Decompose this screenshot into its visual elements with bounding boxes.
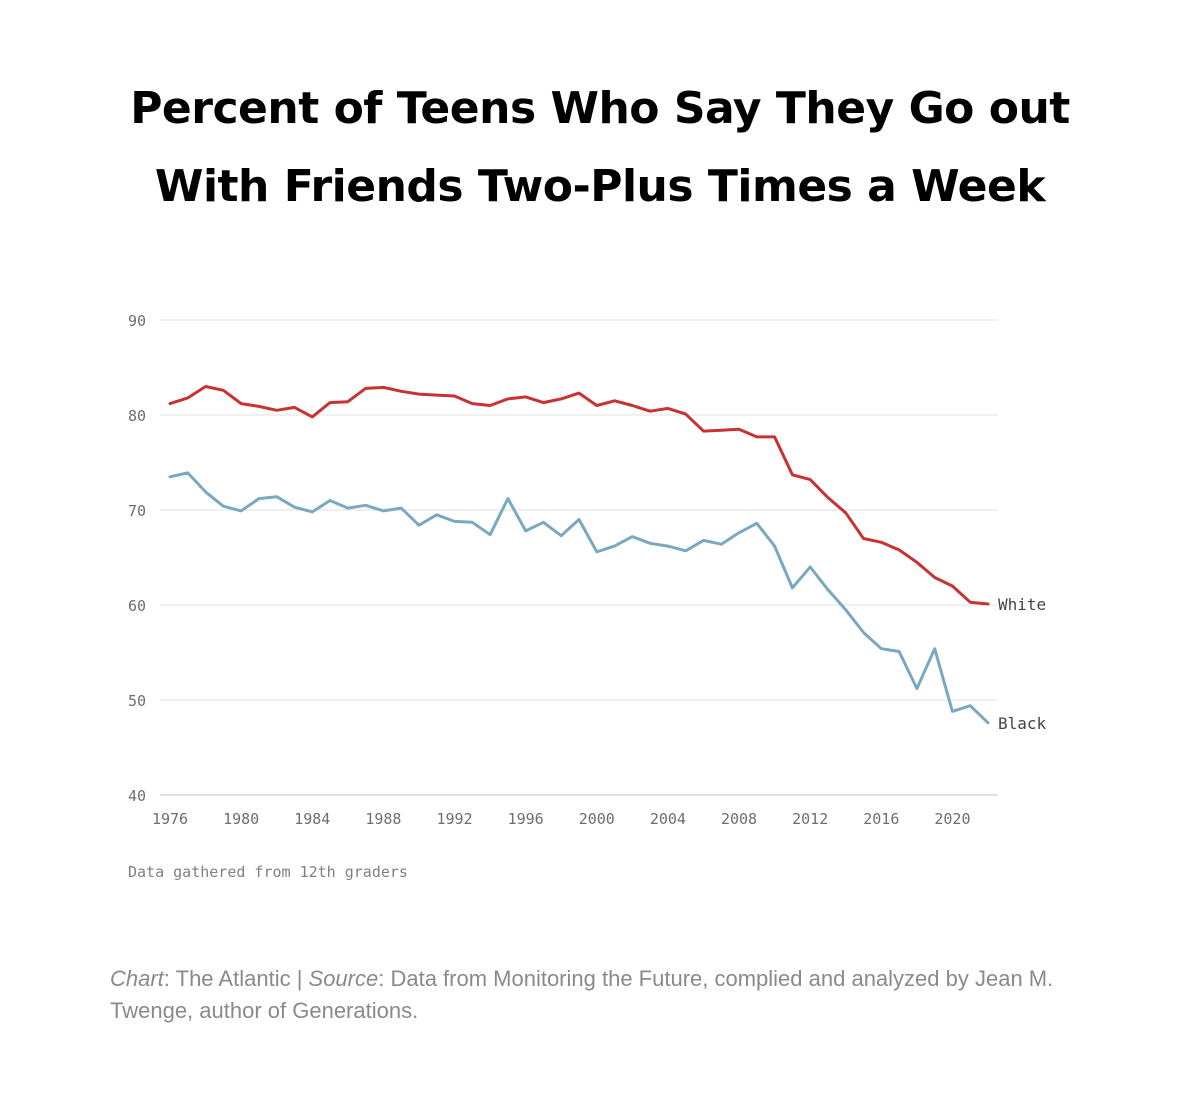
chart-credit-value: : The Atlantic | <box>163 966 309 991</box>
source-value: : Data from Monitoring the Future, compl… <box>110 966 1054 1023</box>
series-labels: White Black <box>998 595 1047 733</box>
x-tick-label: 2004 <box>650 810 686 828</box>
data-note: Data gathered from 12th graders <box>128 863 408 881</box>
chart-title: Percent of Teens Who Say They Go out Wit… <box>0 70 1200 226</box>
x-tick-label: 2012 <box>792 810 828 828</box>
footer-credit: Chart: The Atlantic | Source: Data from … <box>110 963 1090 1027</box>
series-label-white: White <box>998 595 1046 614</box>
x-tick-label: 2016 <box>863 810 899 828</box>
x-tick-label: 1988 <box>365 810 401 828</box>
title-line-1: Percent of Teens Who Say They Go out <box>130 83 1070 134</box>
source-label: Source <box>308 966 379 991</box>
y-tick-label: 40 <box>128 787 146 805</box>
y-tick-label: 90 <box>128 312 146 330</box>
x-tick-label: 1976 <box>152 810 188 828</box>
title-line-2: With Friends Two-Plus Times a Week <box>154 161 1046 212</box>
y-tick-label: 50 <box>128 692 146 710</box>
x-tick-label: 2000 <box>579 810 615 828</box>
y-tick-label: 70 <box>128 502 146 520</box>
x-axis: 1976 1980 1984 1988 1992 1996 2000 2004 2008 2012… <box>152 810 971 828</box>
x-tick-label: 2020 <box>934 810 970 828</box>
y-tick-label: 80 <box>128 407 146 425</box>
x-tick-label: 1980 <box>223 810 259 828</box>
x-tick-label: 1992 <box>436 810 472 828</box>
grid <box>160 319 998 796</box>
series-line-black <box>168 471 990 725</box>
y-axis: 40 50 60 70 80 90 <box>128 312 146 805</box>
y-tick-label: 60 <box>128 597 146 615</box>
x-tick-label: 2008 <box>721 810 757 828</box>
chart-credit-label: Chart <box>110 966 164 991</box>
series <box>168 385 990 725</box>
series-label-black: Black <box>998 714 1047 733</box>
series-line-white <box>168 385 990 606</box>
x-tick-label: 1984 <box>294 810 330 828</box>
x-tick-label: 1996 <box>508 810 544 828</box>
